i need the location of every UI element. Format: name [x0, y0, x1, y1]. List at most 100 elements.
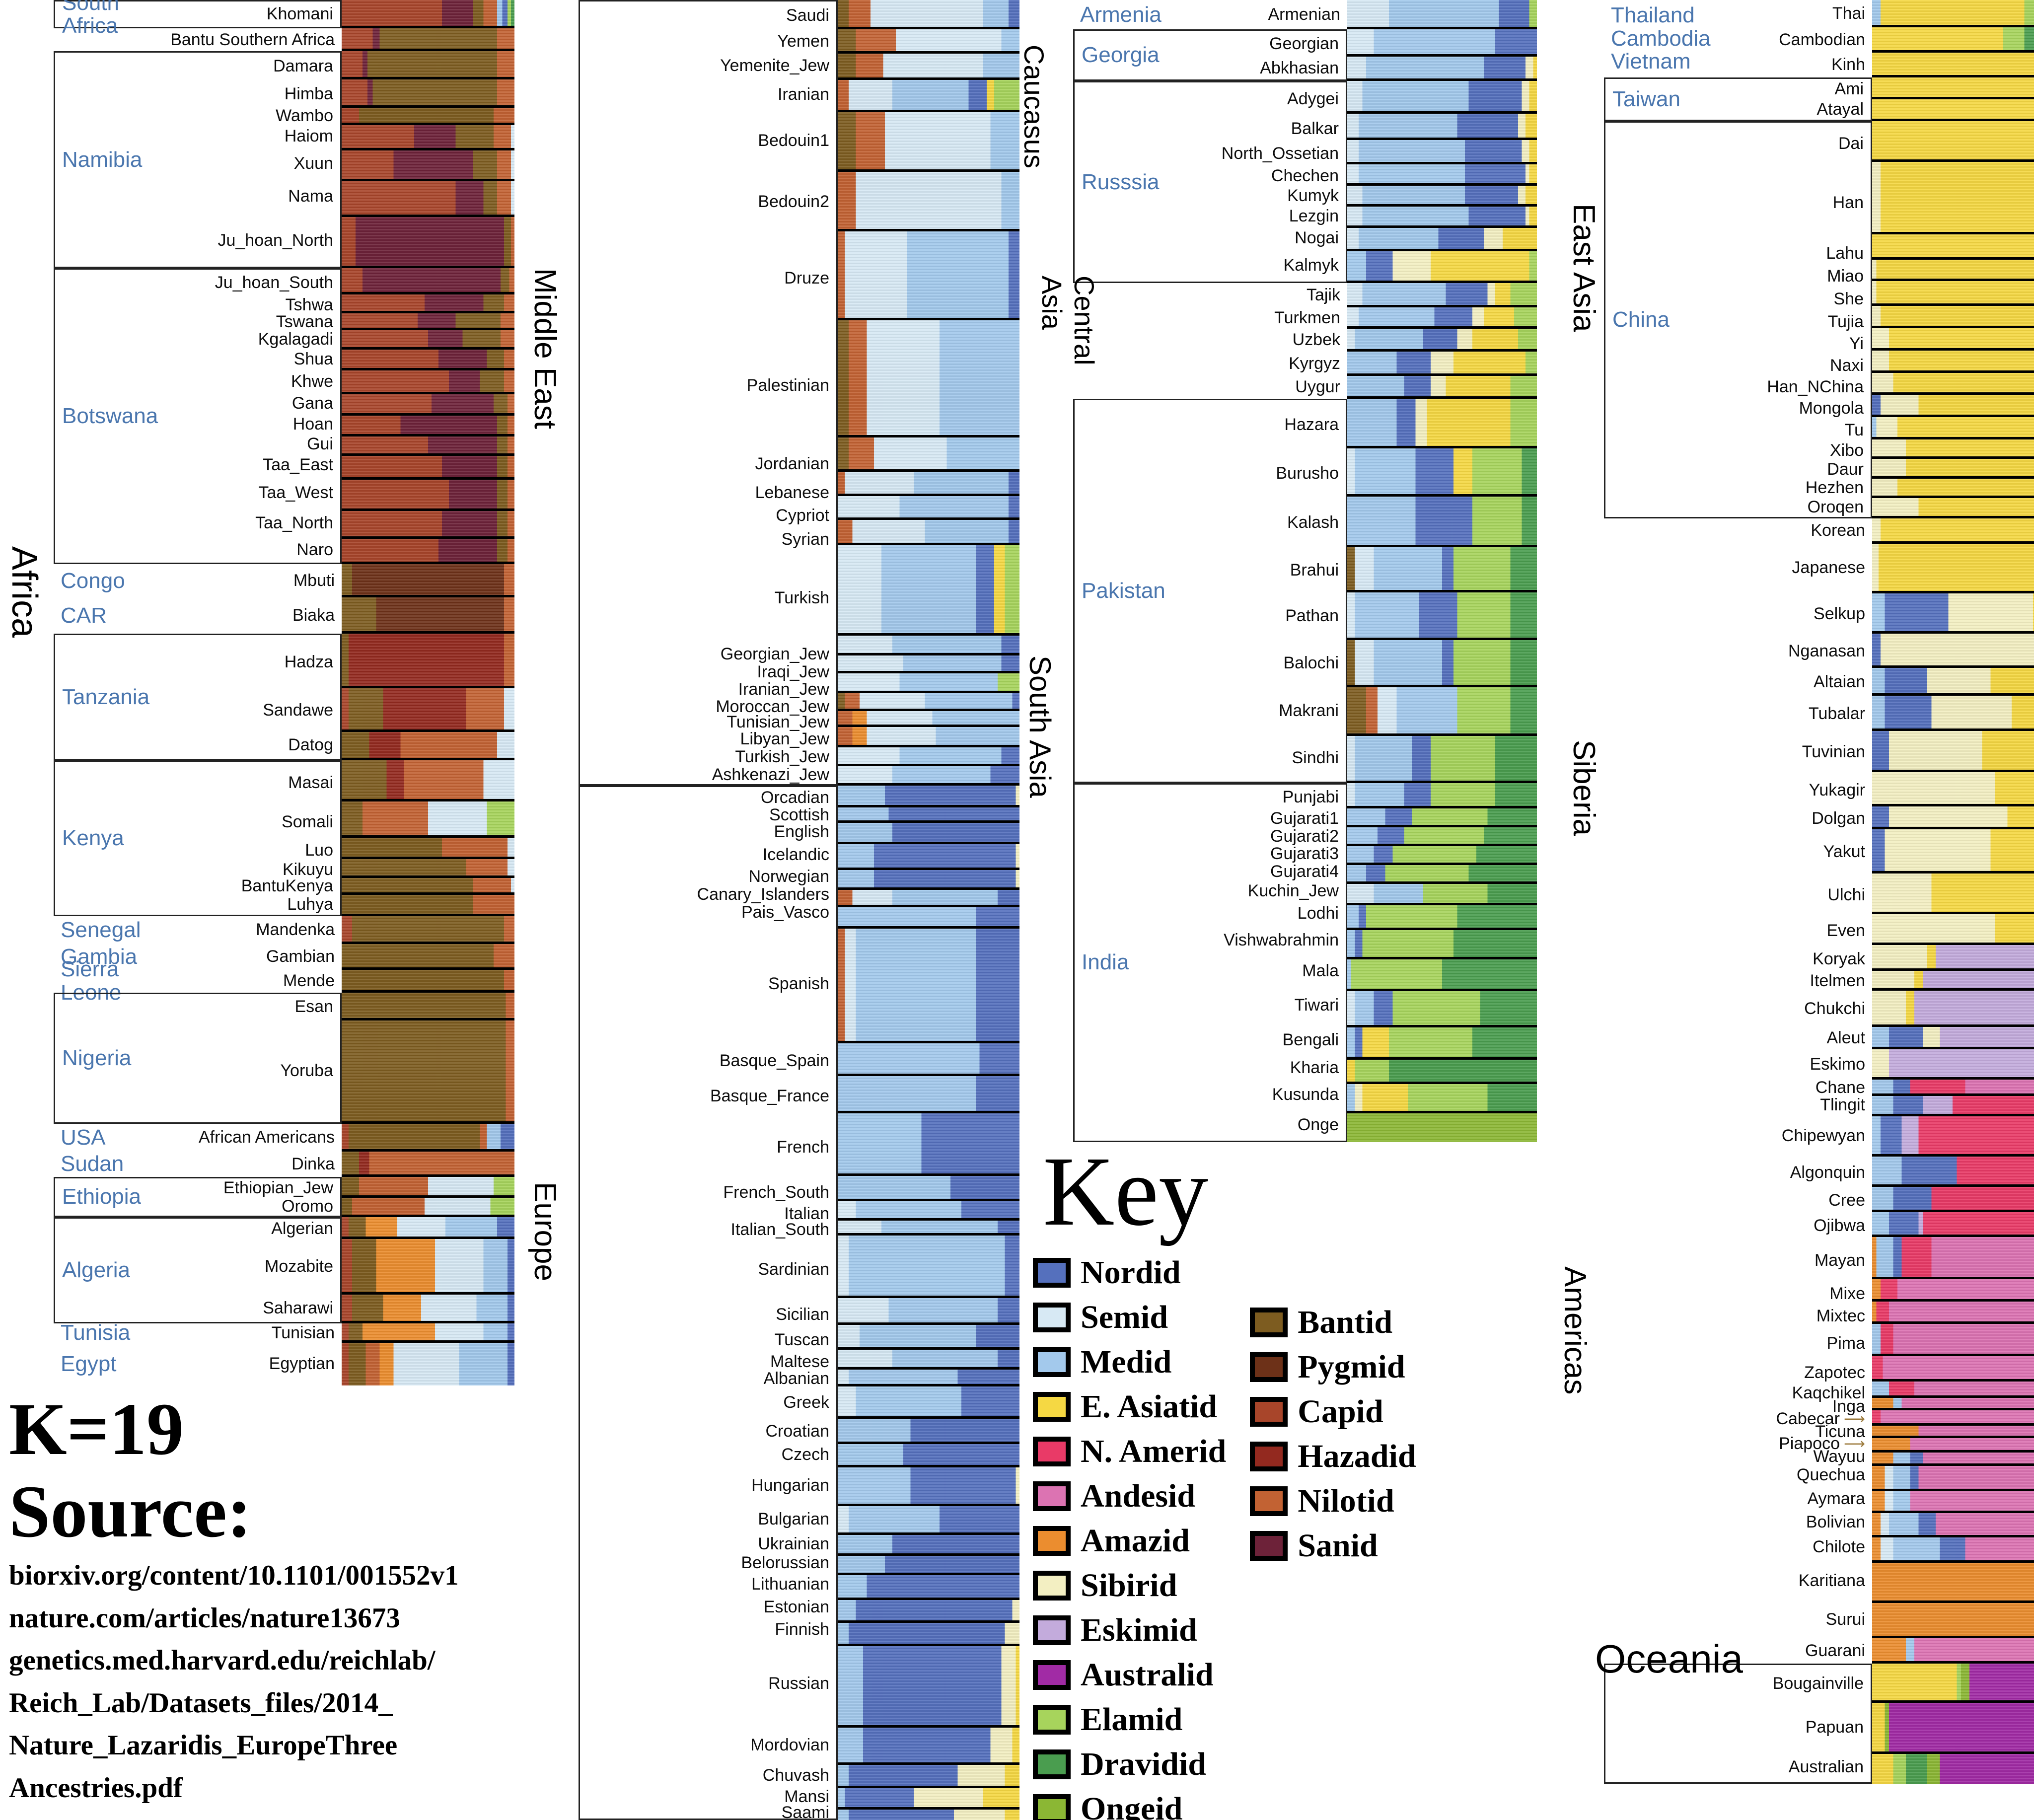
population-name: Sandawe: [263, 701, 333, 720]
population-name: Yemen: [777, 32, 829, 51]
population-label-row: Pais_Vasco: [610, 903, 836, 923]
population-bar: [838, 747, 1019, 767]
population-labels: Egyptian: [178, 1343, 342, 1385]
group-label-area: Thailand Cambodia Vietnam Thai Cambodian Ki…: [1604, 0, 1872, 77]
country-label: Congo: [61, 568, 125, 593]
population-bar: [1872, 1663, 2034, 1703]
population-name: Itelmen: [1810, 971, 1866, 991]
population-bar: [342, 969, 514, 993]
component-name: Andesid: [1081, 1478, 1196, 1514]
population-name: Mongola: [1799, 399, 1864, 418]
population-name: Moroccan_Jew: [716, 697, 829, 716]
population-name: Mansi: [784, 1787, 829, 1806]
population-bar: [1872, 1603, 2034, 1639]
population-labels: Bougainville Papuan Australian: [1754, 1665, 1871, 1782]
group-label-area: Ethiopia Ethiopian_Jew Oromo: [54, 1177, 342, 1217]
region-label-oceania: Oceania: [1595, 1637, 1743, 1681]
population-name: Croatian: [765, 1421, 829, 1441]
population-label-row: Tujia: [1754, 311, 1871, 333]
population-bar: [342, 1020, 514, 1124]
population-name: Bolivian: [1806, 1512, 1865, 1531]
population-bar: [342, 837, 514, 859]
country-group: China Dai Han Lahu Miao She Tujia Yi Naxi Han_NCh…: [1537, 121, 2034, 519]
population-name: Mixtec: [1816, 1306, 1865, 1325]
population-name: Wambo: [276, 106, 333, 126]
group-label-area: China Dai Han Lahu Miao She Tujia Yi Naxi Han_NCh…: [1604, 121, 1872, 519]
population-name: Xibo: [1829, 441, 1864, 460]
population-label-row: Atayal: [1754, 99, 1871, 120]
population-bar: [1872, 281, 2034, 306]
population-name: Tubalar: [1808, 704, 1865, 723]
population-label-row: Onge: [1238, 1109, 1346, 1141]
population-label-row: Lebanese: [610, 481, 836, 505]
population-bar: [342, 895, 514, 917]
population-label-row: Mende: [178, 970, 342, 993]
population-name: African Americans: [199, 1128, 335, 1147]
population-bar: [342, 877, 514, 895]
population-bar: [1872, 1513, 2034, 1538]
population-bar: [838, 807, 1019, 823]
population-bar: [342, 916, 514, 944]
population-name: Italian: [784, 1204, 829, 1224]
population-bar: [838, 889, 1019, 907]
population-bar: [1872, 1049, 2034, 1080]
population-bar: [1347, 592, 1537, 640]
population-name: Ukrainian: [758, 1534, 829, 1553]
population-bar: [342, 268, 514, 295]
population-label-row: Tajik: [1237, 283, 1347, 307]
population-bar: [1872, 1079, 2034, 1096]
population-name: Cambodian: [1779, 30, 1865, 50]
population-bars: [342, 944, 514, 970]
population-bar: [1347, 547, 1537, 593]
population-name: Gujarati4: [1270, 862, 1339, 881]
population-bar: [838, 1764, 1019, 1789]
population-bar: [1872, 829, 2034, 874]
population-label-row: Kharia: [1238, 1056, 1346, 1080]
group-label-area: Russsia Adygei Balkar North_Ossetian Chechen…: [1073, 81, 1347, 284]
population-name: Scottish: [769, 805, 829, 824]
population-bar: [1872, 459, 2034, 479]
population-label-row: Uzbek: [1237, 328, 1347, 352]
population-label-row: Altaian: [1753, 668, 1872, 696]
population-name: Chane: [1815, 1078, 1865, 1097]
population-label-row: Tiwari: [1238, 987, 1346, 1024]
key-entry: Sibirid: [1033, 1569, 1226, 1602]
color-swatch-semid: [1033, 1303, 1071, 1332]
population-bar: [1872, 351, 2034, 373]
population-label-row: Mordovian: [610, 1727, 836, 1764]
population-name: Kikuyu: [282, 860, 333, 879]
country-group: Senegal Mandenka: [0, 916, 514, 944]
population-label-row: Saudi: [610, 1, 836, 30]
panel-caucasus-central-south-asia: Armenia Armenian Georgia Georgian Abkhasian R…: [1021, 0, 1537, 1143]
population-label-row: Tubalar: [1753, 696, 1872, 731]
population-name: Brahui: [1290, 560, 1339, 580]
population-name: Quechua: [1797, 1465, 1865, 1485]
population-label-row: Brahui: [1238, 548, 1346, 592]
population-name: Kyrgyz: [1289, 354, 1340, 373]
key-entry: Nordid: [1033, 1256, 1226, 1289]
population-label-row: Kinh: [1753, 53, 1872, 77]
country-group: Orcadian Scottish English Icelandic Norwegia…: [502, 785, 1019, 1820]
population-label-row: Gujarati1: [1238, 810, 1346, 828]
population-bar: [838, 1600, 1019, 1623]
group-label-area: Kenya Masai Somali Luo Kikuyu BantuKenya Luhya: [54, 760, 342, 917]
population-name: Bantu Southern Africa: [170, 30, 335, 49]
population-bar: [1872, 1638, 2034, 1664]
source-heading: Source:: [9, 1470, 252, 1553]
population-bar: [1872, 543, 2034, 594]
country-label: [54, 28, 178, 51]
key-legend: Key Nordid Semid Medid E. Asiatid N. Amerid A…: [1033, 1142, 1534, 1820]
population-bars: [838, 785, 1019, 1820]
population-name: Guarani: [1805, 1641, 1865, 1660]
source-url: genetics.med.harvard.edu/reichlab/: [9, 1645, 436, 1676]
key-entry: Elamid: [1033, 1703, 1226, 1736]
panel-east-asia-siberia-americas-oceania: Thailand Cambodia Vietnam Thai Cambodian Ki…: [1537, 0, 2034, 1784]
population-name: Oroqen: [1807, 497, 1864, 516]
population-name: Mixe: [1829, 1284, 1865, 1304]
country-label: Tanzania: [62, 684, 150, 709]
population-name: Aymara: [1807, 1489, 1865, 1509]
key-entry: Semid: [1033, 1301, 1226, 1334]
population-name: Iraqi_Jew: [757, 662, 829, 681]
population-name: Wayuu: [1813, 1447, 1865, 1466]
population-bar: [342, 688, 514, 732]
